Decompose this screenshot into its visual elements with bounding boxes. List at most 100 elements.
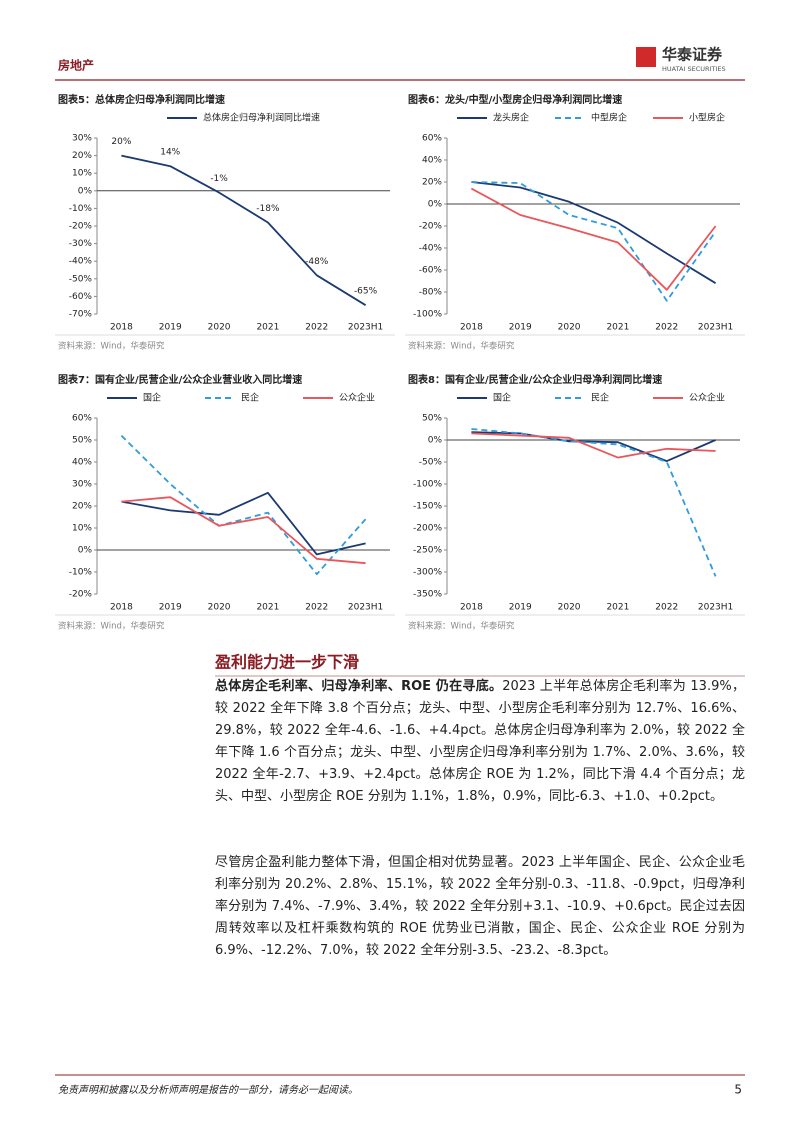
legend-label: 中型房企 — [591, 112, 627, 124]
y-tick-label: -10% — [69, 204, 93, 214]
series-line — [470, 187, 717, 291]
y-tick-label: 50% — [72, 436, 92, 446]
data-label: 20% — [111, 137, 131, 147]
x-tick-label: 2018 — [460, 323, 483, 333]
y-tick-label: 40% — [422, 156, 442, 166]
x-tick-label: 2022 — [655, 323, 678, 333]
paragraph-body: 尽管房企盈利能力整体下滑，但国企相对优势显著。2023 上半年国企、民企、公众企… — [215, 855, 745, 958]
legend-label: 民企 — [591, 392, 609, 404]
series-line — [471, 181, 717, 284]
x-tick-label: 2020 — [558, 603, 581, 613]
y-tick-label: -250% — [413, 546, 442, 556]
data-label: -18% — [256, 204, 280, 214]
y-tick-label: -20% — [419, 222, 443, 232]
legend-label: 总体房企归母净利润同比增速 — [203, 112, 320, 124]
series-line — [121, 491, 366, 556]
x-tick-label: 2019 — [159, 323, 182, 333]
y-tick-label: 0% — [428, 436, 443, 446]
footer-disclaimer: 免责声明和披露以及分析师声明是报告的一部分，请务必一起阅读。 — [58, 1084, 358, 1096]
x-tick-label: 2023H1 — [698, 323, 733, 333]
x-tick-label: 2023H1 — [348, 603, 383, 613]
series-line — [471, 431, 716, 462]
y-tick-label: 0% — [78, 546, 93, 556]
y-tick-label: 10% — [72, 169, 92, 179]
data-label: -1% — [210, 174, 228, 184]
y-tick-label: 40% — [72, 458, 92, 468]
paragraph-lead: 总体房企毛利率、归母净利率、ROE 仍在寻底。 — [215, 679, 503, 694]
data-label: -48% — [305, 257, 329, 267]
x-tick-label: 2022 — [305, 323, 328, 333]
legend-label: 龙头房企 — [493, 112, 529, 124]
paragraph-body: 2023 上半年总体房企毛利率为 13.9%，较 2022 全年下降 3.8 个… — [215, 679, 745, 804]
chart-source: 资料来源：Wind，华泰研究 — [408, 341, 515, 352]
x-tick-label: 2021 — [256, 323, 279, 333]
y-tick-label: 20% — [72, 151, 92, 161]
x-tick-label: 2021 — [606, 603, 629, 613]
x-tick-label: 2023H1 — [698, 603, 733, 613]
chart-title: 图表5：总体房企归母净利润同比增速 — [58, 93, 225, 106]
page-number: 5 — [734, 1083, 742, 1097]
legend-label: 国企 — [143, 392, 161, 404]
logo-cn: 华泰证券 — [662, 46, 723, 64]
series-line — [471, 432, 716, 459]
paragraph: 尽管房企盈利能力整体下滑，但国企相对优势显著。2023 上半年国企、民企、公众企… — [215, 852, 745, 962]
paragraph: 总体房企毛利率、归母净利率、ROE 仍在寻底。2023 上半年总体房企毛利率为 … — [215, 676, 745, 808]
y-tick-label: 60% — [72, 414, 92, 424]
y-tick-label: -10% — [69, 568, 93, 578]
y-tick-label: -50% — [69, 274, 93, 284]
y-tick-label: 30% — [72, 480, 92, 490]
x-tick-label: 2020 — [208, 603, 231, 613]
x-tick-label: 2021 — [256, 603, 279, 613]
data-label: -65% — [354, 287, 378, 297]
x-tick-label: 2019 — [509, 603, 532, 613]
y-tick-label: 50% — [422, 414, 442, 424]
sector-label: 房地产 — [58, 58, 94, 73]
y-tick-label: -60% — [69, 292, 93, 302]
chart-source: 资料来源：Wind，华泰研究 — [58, 621, 165, 632]
x-tick-label: 2023H1 — [348, 323, 383, 333]
y-tick-label: -40% — [419, 244, 443, 254]
y-tick-label: -40% — [69, 257, 93, 267]
legend-label: 公众企业 — [339, 392, 375, 404]
logo-en: HUATAI SECURITIES — [662, 65, 726, 73]
y-tick-label: -100% — [413, 480, 442, 490]
y-tick-label: -150% — [413, 502, 442, 512]
chart-source: 资料来源：Wind，华泰研究 — [58, 341, 165, 352]
y-tick-label: -20% — [69, 590, 93, 600]
x-tick-label: 2022 — [305, 603, 328, 613]
y-tick-label: -200% — [413, 524, 442, 534]
y-tick-label: 60% — [422, 134, 442, 144]
chart-title: 图表7：国有企业/民营企业/公众企业营业收入同比增速 — [58, 373, 302, 386]
chart-title: 图表8：国有企业/民营企业/公众企业归母净利润同比增速 — [408, 373, 662, 386]
legend-label: 国企 — [493, 392, 511, 404]
y-tick-label: -20% — [69, 222, 93, 232]
data-label: 14% — [160, 148, 180, 158]
legend-label: 小型房企 — [689, 112, 725, 124]
x-tick-label: 2018 — [460, 603, 483, 613]
y-tick-label: 30% — [72, 134, 92, 144]
chart-source: 资料来源：Wind，华泰研究 — [408, 621, 515, 632]
y-tick-label: 0% — [78, 186, 93, 196]
x-tick-label: 2020 — [208, 323, 231, 333]
y-tick-label: 20% — [72, 502, 92, 512]
series-line — [471, 428, 717, 577]
x-tick-label: 2018 — [110, 603, 133, 613]
x-tick-label: 2019 — [509, 323, 532, 333]
y-tick-label: 20% — [422, 178, 442, 188]
y-tick-label: -30% — [69, 239, 93, 249]
y-tick-label: -100% — [413, 310, 442, 320]
legend-label: 民企 — [241, 392, 259, 404]
x-tick-label: 2021 — [606, 323, 629, 333]
x-tick-label: 2022 — [655, 603, 678, 613]
series-line — [120, 434, 367, 576]
x-tick-label: 2019 — [159, 603, 182, 613]
logo-icon — [636, 47, 656, 67]
y-tick-label: -60% — [419, 266, 443, 276]
section-heading: 盈利能力进一步下滑 — [214, 653, 359, 672]
series-line — [471, 181, 717, 302]
y-tick-label: 10% — [72, 524, 92, 534]
y-tick-label: -350% — [413, 590, 442, 600]
y-tick-label: -80% — [419, 288, 443, 298]
